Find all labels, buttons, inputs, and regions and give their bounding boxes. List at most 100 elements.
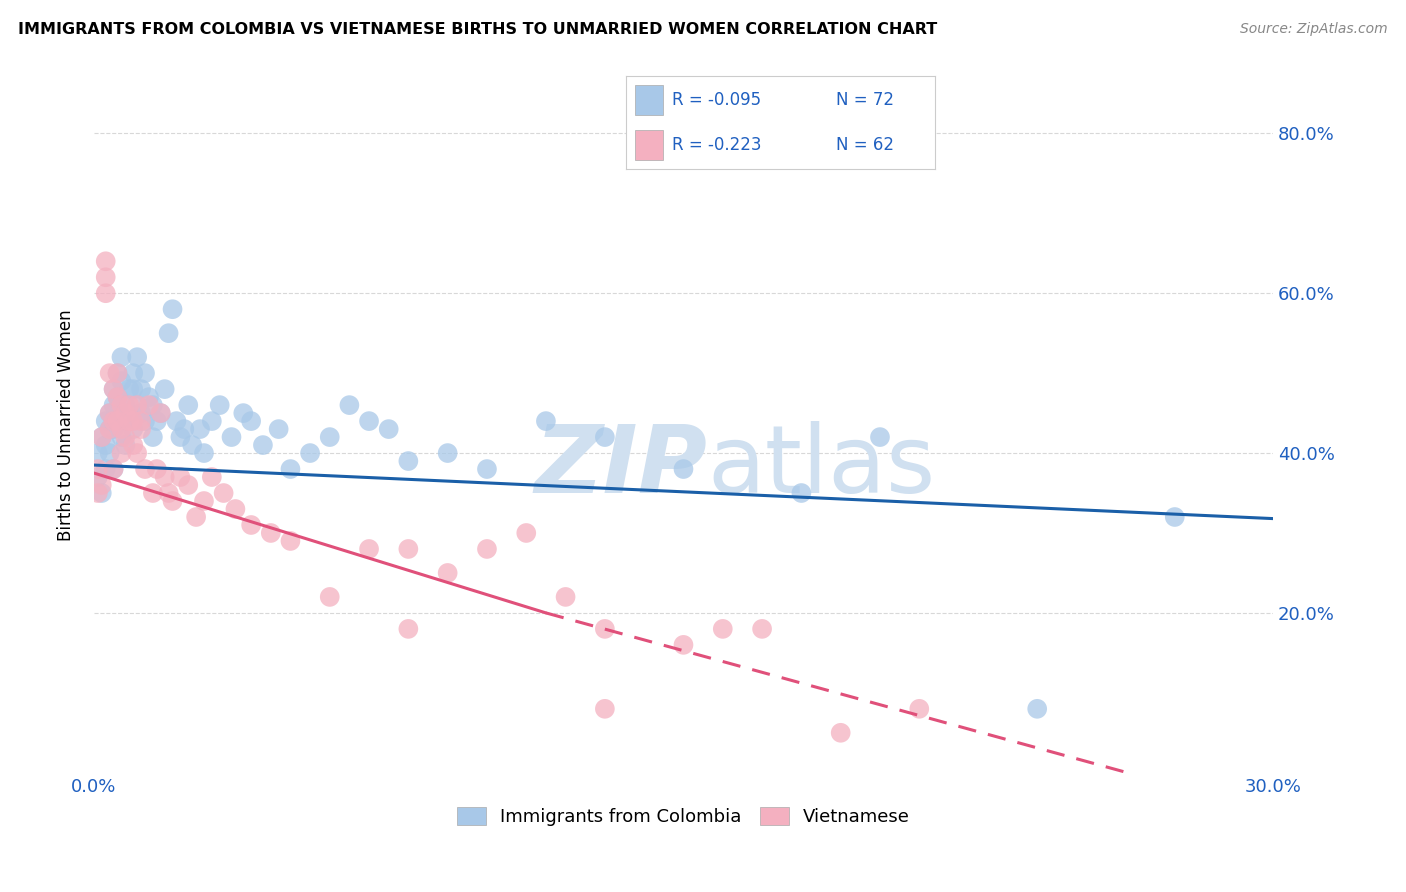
Point [1026, 702, 1049, 716]
Point [87, 470, 110, 484]
Point [118, 414, 141, 428]
Point [475, 541, 498, 556]
Point [127, 398, 149, 412]
Point [127, 350, 149, 364]
Point [177, 398, 200, 412]
Bar [636, 130, 662, 160]
Point [751, 622, 773, 636]
Point [87, 446, 110, 460]
Text: ZIP: ZIP [534, 421, 707, 513]
Point [260, 526, 283, 541]
Point [94, 462, 117, 476]
Point [869, 430, 891, 444]
Point [127, 446, 149, 460]
Point [129, 422, 152, 436]
Text: IMMIGRANTS FROM COLOMBIA VS VIETNAMESE BIRTHS TO UNMARRIED WOMEN CORRELATION CHA: IMMIGRANTS FROM COLOMBIA VS VIETNAMESE B… [18, 22, 938, 37]
Point [554, 590, 576, 604]
Point [87, 486, 110, 500]
Point [157, 326, 180, 341]
Point [357, 541, 380, 556]
Point [396, 622, 419, 636]
Point [129, 382, 152, 396]
Point [436, 446, 458, 460]
Point [142, 398, 165, 412]
Point [103, 414, 125, 428]
Point [98, 422, 121, 436]
Point [94, 254, 117, 268]
Point [319, 430, 342, 444]
Point [377, 422, 399, 436]
Point [173, 422, 195, 436]
Point [162, 494, 184, 508]
Point [110, 430, 132, 444]
Point [122, 366, 145, 380]
Point [299, 446, 322, 460]
Point [122, 414, 145, 428]
Point [142, 486, 165, 500]
Point [94, 438, 117, 452]
Point [188, 422, 211, 436]
Point [98, 406, 121, 420]
Point [114, 414, 136, 428]
Point [94, 270, 117, 285]
Point [87, 462, 110, 476]
Text: atlas: atlas [707, 421, 935, 513]
Point [201, 414, 224, 428]
Point [129, 414, 152, 428]
Point [181, 438, 204, 452]
Point [908, 702, 931, 716]
Point [252, 438, 274, 452]
Point [593, 622, 616, 636]
Point [396, 541, 419, 556]
Point [110, 398, 132, 412]
Point [107, 366, 129, 380]
Y-axis label: Births to Unmarried Women: Births to Unmarried Women [58, 310, 75, 541]
Text: N = 62: N = 62 [837, 136, 894, 154]
Point [98, 366, 121, 380]
Point [436, 566, 458, 580]
Point [184, 510, 207, 524]
Point [396, 454, 419, 468]
Point [830, 726, 852, 740]
Point [114, 406, 136, 420]
Point [103, 462, 125, 476]
Point [107, 414, 129, 428]
Point [110, 422, 132, 436]
Point [90, 478, 112, 492]
Point [129, 406, 152, 420]
Point [169, 430, 191, 444]
Point [110, 374, 132, 388]
Text: N = 72: N = 72 [837, 91, 894, 109]
Point [240, 414, 263, 428]
Point [122, 422, 145, 436]
Point [1164, 510, 1187, 524]
Point [138, 398, 160, 412]
Point [122, 438, 145, 452]
Point [114, 430, 136, 444]
Point [118, 406, 141, 420]
Point [90, 486, 112, 500]
Text: R = -0.223: R = -0.223 [672, 136, 762, 154]
Point [357, 414, 380, 428]
Point [672, 462, 695, 476]
Point [177, 478, 200, 492]
Point [280, 533, 302, 548]
Point [127, 398, 149, 412]
Point [114, 438, 136, 452]
Point [240, 518, 263, 533]
Point [534, 414, 557, 428]
Point [169, 470, 191, 484]
Point [193, 446, 215, 460]
Point [149, 406, 172, 420]
Point [790, 486, 813, 500]
Point [475, 462, 498, 476]
Point [90, 430, 112, 444]
Point [208, 398, 231, 412]
Point [107, 390, 129, 404]
Point [672, 638, 695, 652]
Point [166, 414, 188, 428]
Point [593, 702, 616, 716]
Point [201, 470, 224, 484]
Point [146, 414, 169, 428]
Point [94, 414, 117, 428]
